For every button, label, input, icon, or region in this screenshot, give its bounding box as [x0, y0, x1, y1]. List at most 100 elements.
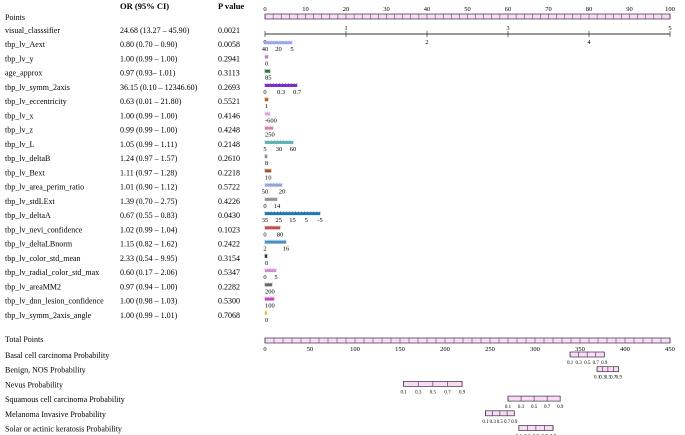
variable-p-value: 0.3154 — [218, 254, 240, 263]
variable-name: visual_classsifier — [5, 26, 60, 35]
variable-p-value: 0.7068 — [218, 311, 240, 320]
variable-or-ci: 1.00 (0.99 – 1.00) — [120, 111, 178, 120]
variable-p-value: 0.2148 — [218, 140, 240, 149]
probability-tick-label: 0.9 — [601, 361, 608, 366]
variable-or-ci: 1.02 (0.99 – 1.04) — [120, 225, 178, 234]
variable-p-value: 0.0021 — [218, 26, 240, 35]
probability-tick-label: 0.3 — [415, 390, 422, 395]
variable-tick-label: 14 — [274, 203, 281, 210]
total-tick-label: 150 — [395, 346, 405, 353]
variable-tick-label: 5 — [274, 274, 277, 281]
total-tick-label: 400 — [620, 346, 630, 353]
variable-p-value: 0.0430 — [218, 211, 240, 220]
points-tick-label: 100 — [665, 6, 675, 13]
variable-tick-label: 200 — [265, 288, 275, 295]
variable-tick-label: 60 — [290, 146, 297, 153]
total-tick-label: 0 — [263, 346, 266, 353]
variable-p-value: 0.4146 — [218, 111, 240, 120]
total-tick-label: 350 — [575, 346, 585, 353]
variable-name: tbp_lv_areaMM2 — [5, 282, 61, 291]
variable-tick-label: 0 — [263, 89, 266, 96]
probability-axis-label: Solar or actinic keratosis Probability — [5, 425, 122, 434]
probability-tick-label: 0.7 — [444, 390, 451, 395]
probability-tick-label: 0.9 — [459, 390, 466, 395]
variable-or-ci: 1.00 (0.99 – 1.00) — [120, 54, 178, 63]
variable-p-value: 0.2282 — [218, 282, 240, 291]
variable-p-value: 0.0058 — [218, 40, 240, 49]
variable-tick-label: 20 — [275, 46, 282, 53]
classifier-tick-label: 1 — [344, 25, 347, 32]
variable-or-ci: 1.00 (0.99 – 1.01) — [120, 311, 178, 320]
total-tick-label: 100 — [350, 346, 360, 353]
variable-p-value: 0.2218 — [218, 168, 240, 177]
probability-axis-label: Benign, NOS Probability — [5, 366, 86, 375]
variable-tick-label: 5 — [290, 46, 293, 53]
probability-tick-label: 0.1 — [400, 390, 407, 395]
variable-tick-label: 0 — [263, 231, 266, 238]
variable-tick-label: 100 — [265, 303, 275, 310]
variable-or-ci: 1.24 (0.97 – 1.57) — [120, 154, 178, 163]
probability-axis-label: Nevus Probability — [5, 380, 63, 389]
points-tick-label: 60 — [505, 6, 512, 13]
probability-tick-label: 0.9 — [511, 420, 518, 425]
variable-tick-label: 20 — [279, 189, 286, 196]
variable-name: tbp_lv_nevi_confidence — [5, 225, 83, 234]
probability-tick-label: 0.1 — [505, 405, 512, 410]
total-tick-label: 50 — [307, 346, 314, 353]
variable-tick-label: 40 — [262, 46, 269, 53]
probability-tick-label: 0.1 — [594, 376, 601, 381]
variable-tick-label: 5 — [263, 146, 266, 153]
variable-tick-label: 30 — [276, 146, 283, 153]
variable-p-value: 0.5722 — [218, 183, 240, 192]
variable-tick-label: 0 — [265, 60, 268, 67]
points-tick-label: 90 — [626, 6, 633, 13]
variable-p-value: 0.2422 — [218, 240, 240, 249]
variable-or-ci: 0.67 (0.55 – 0.83) — [120, 211, 178, 220]
variable-tick-label: 85 — [265, 75, 272, 82]
points-tick-label: 0 — [263, 6, 266, 13]
variable-or-ci: 1.01 (0.90 – 1.12) — [120, 183, 178, 192]
variable-name: tbp_lv_color_std_mean — [5, 254, 81, 263]
variable-or-ci: 24.68 (13.27 – 45.90) — [120, 26, 190, 35]
probability-tick-label: 0.5 — [584, 361, 591, 366]
variable-p-value: 0.2610 — [218, 154, 240, 163]
variable-name: tbp_lv_Bext — [5, 168, 45, 177]
points-tick-label: 80 — [586, 6, 593, 13]
variable-name: tbp_lv_deltaB — [5, 154, 50, 163]
variable-tick-label: 5 — [305, 217, 308, 224]
variable-tick-label: 2 — [263, 246, 266, 253]
variable-tick-label: 0 — [263, 203, 266, 210]
variable-name: tbp_lv_z — [5, 126, 33, 135]
classifier-tick-label: 4 — [587, 39, 591, 46]
variable-tick-label: 10 — [265, 174, 272, 181]
variable-name: tbp_lv_radial_color_std_max — [5, 268, 99, 277]
variable-tick-label: 1 — [265, 103, 268, 110]
variable-tick-label: 35 — [262, 217, 269, 224]
total-points-axis-bar — [264, 337, 671, 344]
variable-tick-label: 250 — [265, 132, 275, 139]
variable-name: tbp_lv_symm_2axis — [5, 83, 70, 92]
variable-p-value: 0.5347 — [218, 268, 240, 277]
header-p-value: P value — [218, 1, 244, 11]
probability-tick-label: 0.3 — [599, 376, 606, 381]
points-axis-label: Points — [5, 13, 25, 22]
variable-or-ci: 1.39 (0.70 – 2.75) — [120, 197, 178, 206]
probability-tick-label: 0.5 — [605, 376, 612, 381]
variable-name: age_approx — [5, 69, 42, 78]
probability-tick-label: 0.1 — [567, 361, 574, 366]
variable-tick-label: 8 — [265, 160, 268, 167]
points-tick-label: 50 — [464, 6, 471, 13]
probability-tick-label: 0.5 — [497, 420, 504, 425]
probability-tick-label: 0.7 — [504, 420, 511, 425]
probability-axis-label: Basal cell carcinoma Probability — [5, 351, 109, 360]
variable-or-ci: 0.99 (0.99 – 1.00) — [120, 126, 178, 135]
variable-or-ci: 0.97 (0.94 – 1.00) — [120, 282, 178, 291]
classifier-tick-label: 2 — [425, 39, 428, 46]
probability-tick-label: 0.3 — [576, 361, 583, 366]
probability-tick-label: 0.5 — [430, 390, 437, 395]
variable-axis-bar — [265, 140, 293, 144]
probability-tick-label: 0.7 — [544, 405, 551, 410]
variable-or-ci: 1.05 (0.99 – 1.11) — [120, 140, 177, 149]
classifier-tick-label: 5 — [668, 25, 671, 32]
